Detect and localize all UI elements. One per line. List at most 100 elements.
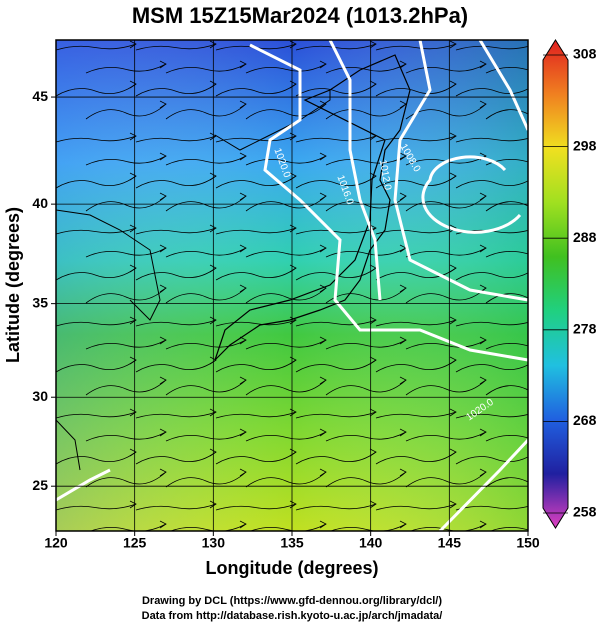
streamline xyxy=(215,175,297,189)
streamline-arrow xyxy=(209,172,217,181)
streamline xyxy=(375,503,457,511)
streamline-arrow xyxy=(129,172,137,181)
streamline-arrow xyxy=(209,132,217,141)
streamline xyxy=(375,43,457,51)
streamline xyxy=(295,451,377,465)
streamline xyxy=(215,227,297,235)
streamline-arrow xyxy=(399,520,407,529)
streamline xyxy=(245,379,327,396)
streamline-arrow xyxy=(530,173,536,180)
isobar xyxy=(56,438,528,531)
streamline-arrow xyxy=(369,132,377,141)
streamline-arrow xyxy=(159,152,167,161)
streamline xyxy=(215,503,297,511)
streamline-arrow xyxy=(209,356,217,365)
y-tick-label: 25 xyxy=(32,477,48,493)
streamline xyxy=(249,523,327,531)
streamline xyxy=(329,523,407,531)
streamline xyxy=(405,339,487,350)
streamline-arrow xyxy=(129,408,137,417)
colorbar-tick-label: 308 xyxy=(573,46,597,62)
streamline xyxy=(405,379,487,396)
streamline xyxy=(85,431,167,442)
streamline xyxy=(245,471,327,488)
streamline-arrow xyxy=(530,81,536,88)
streamline xyxy=(135,267,217,281)
streamline xyxy=(485,250,528,258)
streamline xyxy=(455,137,528,143)
streamline-arrow xyxy=(530,41,536,48)
streamline-arrow xyxy=(530,133,536,140)
streamline xyxy=(375,135,457,143)
streamline-arrow xyxy=(530,225,536,232)
contour-label: 1012.0 xyxy=(377,159,393,191)
isobar xyxy=(393,40,528,302)
x-tick-label: 120 xyxy=(44,535,68,551)
streamline xyxy=(485,158,528,166)
streamline-arrow xyxy=(449,80,457,89)
colorbar-tick-label: 288 xyxy=(573,229,597,245)
streamline-arrow xyxy=(129,316,137,325)
streamline-arrow xyxy=(239,100,247,109)
streamline-arrow xyxy=(369,80,377,89)
streamline-arrow xyxy=(209,80,217,89)
streamline-arrow xyxy=(159,468,167,477)
streamline-arrow xyxy=(159,192,167,201)
streamline xyxy=(485,434,528,442)
streamline xyxy=(455,456,528,465)
streamline-arrow xyxy=(449,356,457,365)
streamline-arrow xyxy=(530,449,536,456)
streamline-arrow xyxy=(449,316,457,325)
streamline xyxy=(56,503,137,511)
x-tick-label: 135 xyxy=(280,535,304,551)
streamline xyxy=(405,247,487,258)
streamline xyxy=(85,471,167,488)
streamline-arrow xyxy=(449,408,457,417)
streamline xyxy=(135,359,217,373)
streamline xyxy=(245,155,327,166)
streamline-arrow xyxy=(129,448,137,457)
streamline xyxy=(405,287,487,304)
streamline-arrow xyxy=(159,284,167,293)
streamline xyxy=(375,83,457,97)
streamline xyxy=(485,385,528,396)
streamline xyxy=(56,175,137,189)
streamline xyxy=(325,379,407,396)
streamline xyxy=(56,319,137,327)
streamline-arrow xyxy=(319,60,327,69)
streamline-arrow xyxy=(159,244,167,253)
streamline xyxy=(325,431,407,442)
streamline-arrow xyxy=(159,428,167,437)
streamline-arrow xyxy=(159,60,167,69)
streamline-arrow xyxy=(209,316,217,325)
streamline-arrow xyxy=(159,100,167,109)
streamline-arrow xyxy=(399,60,407,69)
streamline xyxy=(85,247,167,258)
streamline-arrow xyxy=(239,376,247,385)
streamline xyxy=(455,413,528,419)
streamline-arrow xyxy=(319,520,327,529)
streamline xyxy=(245,339,327,350)
streamline xyxy=(135,135,217,143)
streamline xyxy=(165,287,247,304)
streamline-arrow xyxy=(239,428,247,437)
streamline xyxy=(56,359,137,373)
streamline xyxy=(245,63,327,74)
footer-line: Drawing by DCL (https://www.gfd-dennou.o… xyxy=(142,595,442,607)
streamline-arrow xyxy=(129,224,137,233)
streamline xyxy=(165,103,247,120)
isobar xyxy=(328,40,382,301)
streamline-arrow xyxy=(319,244,327,253)
streamline-arrow xyxy=(159,376,167,385)
streamline-arrow xyxy=(369,172,377,181)
streamline-arrow xyxy=(449,224,457,233)
streamline-arrow xyxy=(530,409,536,416)
streamline-arrow xyxy=(129,132,137,141)
streamline xyxy=(405,63,487,74)
streamline xyxy=(85,155,167,166)
streamline xyxy=(325,103,407,120)
isobar xyxy=(249,43,528,362)
streamline-arrow xyxy=(479,376,487,385)
streamline-arrow xyxy=(530,501,536,508)
streamline-arrow xyxy=(239,468,247,477)
